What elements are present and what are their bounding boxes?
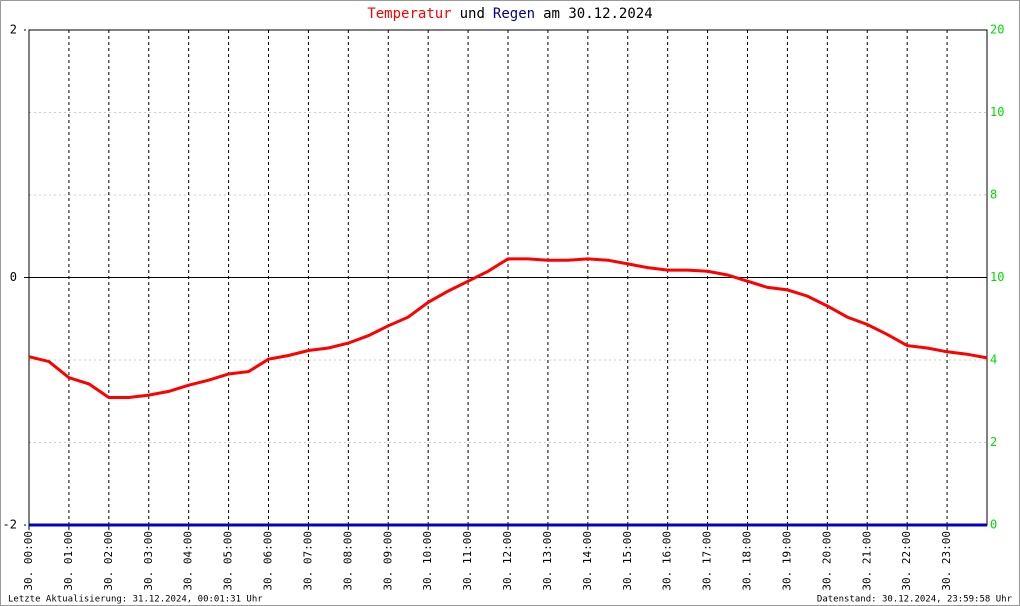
x-tick-label: 30. 20:00: [820, 531, 833, 591]
x-tick-label: 30. 04:00: [182, 531, 195, 591]
y2-tick-label: 20: [990, 23, 1004, 37]
y2-tick-label: 8: [990, 188, 997, 202]
x-tick-label: 30. 01:00: [62, 531, 75, 591]
x-tick-label: 30. 12:00: [501, 531, 514, 591]
x-tick-label: 30. 14:00: [581, 531, 594, 591]
x-tick-label: 30. 02:00: [102, 531, 115, 591]
footer-left: Letzte Aktualisierung: 31.12.2024, 00:01…: [8, 595, 263, 605]
x-tick-label: 30. 15:00: [621, 531, 634, 591]
x-tick-label: 30. 13:00: [541, 531, 554, 591]
y-tick-label: 2: [10, 23, 17, 37]
x-tick-label: 30. 07:00: [301, 531, 314, 591]
y2-tick-label: 2: [990, 435, 997, 449]
y-tick-label: 0: [10, 270, 17, 284]
y-tick-label: -2: [3, 518, 17, 532]
title-part: Temperatur: [367, 6, 451, 22]
footer-right: Datenstand: 30.12.2024, 23:59:58 Uhr: [817, 595, 1013, 605]
title-part: Regen: [493, 6, 535, 22]
x-tick-label: 30. 17:00: [701, 531, 714, 591]
y2-tick-label: 10: [990, 105, 1004, 119]
x-tick-label: 30. 22:00: [900, 531, 913, 591]
y2-tick-label: 4: [990, 353, 997, 367]
x-tick-label: 30. 21:00: [860, 531, 873, 591]
x-tick-label: 30. 10:00: [421, 531, 434, 591]
x-tick-label: 30. 06:00: [262, 531, 275, 591]
x-tick-label: 30. 00:00: [22, 531, 35, 591]
x-tick-label: 30. 19:00: [780, 531, 793, 591]
chart-title: Temperatur und Regen am 30.12.2024: [367, 6, 652, 22]
y2-tick-label: 0: [990, 518, 997, 532]
x-tick-label: 30. 05:00: [222, 531, 235, 591]
series-line: [28, 257, 988, 399]
y2-tick-label: 10: [990, 270, 1004, 284]
x-tick-label: 30. 09:00: [381, 531, 394, 591]
x-tick-label: 30. 03:00: [142, 531, 155, 591]
x-tick-label: 30. 23:00: [940, 531, 953, 591]
x-tick-label: 30. 11:00: [461, 531, 474, 591]
x-tick-label: 30. 18:00: [741, 531, 754, 591]
x-tick-label: 30. 08:00: [341, 531, 354, 591]
x-tick-label: 30. 16:00: [661, 531, 674, 591]
title-part: am 30.12.2024: [543, 6, 653, 22]
title-part: und: [460, 6, 485, 22]
